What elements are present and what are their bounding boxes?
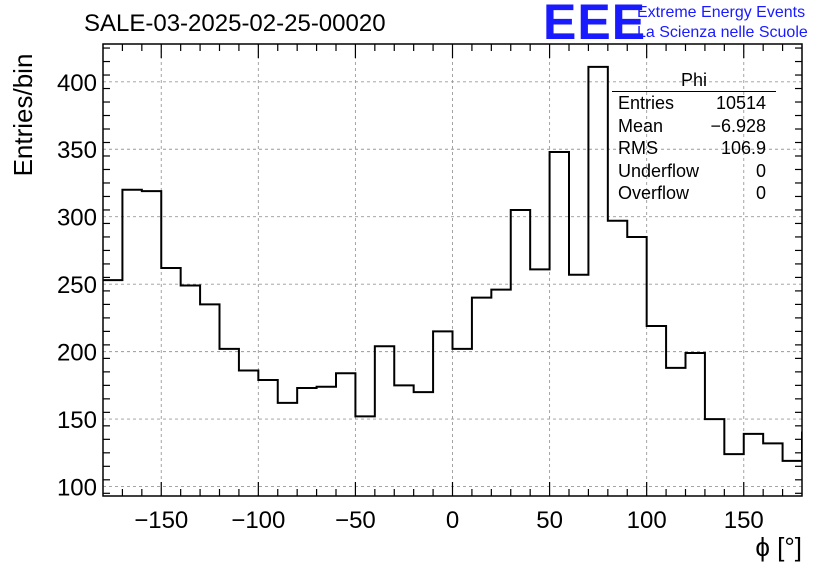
- x-tick-label: −150: [134, 507, 188, 534]
- stats-value: −6.928: [710, 115, 766, 136]
- y-axis-label: Entries/bin: [8, 53, 38, 177]
- logo-caption-2: La Scienza nelle Scuole: [637, 24, 808, 41]
- stats-label: RMS: [618, 138, 658, 158]
- logo-caption-1: Extreme Energy Events: [637, 4, 806, 21]
- histogram-outline: [103, 65, 802, 462]
- stats-value: 0: [755, 160, 766, 181]
- x-tick-label: 150: [724, 507, 764, 534]
- stats-label: Overflow: [618, 183, 690, 203]
- stats-row-underflow: Underflow 0: [612, 160, 776, 183]
- stats-row-entries: Entries 10514: [612, 92, 776, 115]
- histogram-series: [103, 65, 802, 462]
- stats-value: 106.9: [720, 138, 766, 158]
- y-tick-label: 200: [57, 340, 97, 367]
- x-tick-label: −100: [231, 507, 285, 534]
- y-tick-label: 150: [57, 407, 97, 434]
- x-axis-label: ϕ [°]: [755, 532, 802, 562]
- y-tick-label: 100: [57, 475, 97, 502]
- stats-value: 0: [755, 183, 766, 203]
- chart-title: SALE-03-2025-02-25-00020: [84, 10, 386, 37]
- stats-value: 10514: [715, 93, 766, 113]
- y-tick-label: 350: [57, 137, 97, 164]
- eee-logo: EEE: [543, 0, 647, 50]
- axis-ticks: [103, 44, 802, 496]
- stats-label: Entries: [618, 93, 675, 113]
- tick-labels: −150 −100 −50 0 50 100 150 100 150 200 250 300 350 40…: [57, 70, 764, 534]
- stats-title: Phi: [612, 70, 776, 92]
- stats-label: Underflow: [618, 160, 700, 181]
- x-tick-label: 50: [536, 507, 563, 534]
- stats-box: Phi Entries 10514 Mean −6.928 RMS 106.9 …: [612, 70, 776, 205]
- y-tick-label: 250: [57, 272, 97, 299]
- stats-row-overflow: Overflow 0: [612, 182, 776, 205]
- stats-label: Mean: [618, 115, 664, 136]
- stats-row-rms: RMS 106.9: [612, 137, 776, 160]
- x-tick-label: 0: [446, 507, 459, 534]
- y-tick-label: 400: [57, 70, 97, 97]
- stats-row-mean: Mean −6.928: [612, 115, 776, 138]
- x-tick-label: −50: [335, 507, 376, 534]
- y-tick-label: 300: [57, 205, 97, 232]
- grid-lines: [103, 44, 802, 496]
- x-tick-label: 100: [627, 507, 667, 534]
